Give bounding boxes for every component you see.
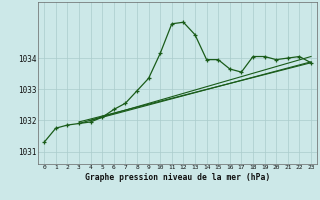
X-axis label: Graphe pression niveau de la mer (hPa): Graphe pression niveau de la mer (hPa) bbox=[85, 173, 270, 182]
